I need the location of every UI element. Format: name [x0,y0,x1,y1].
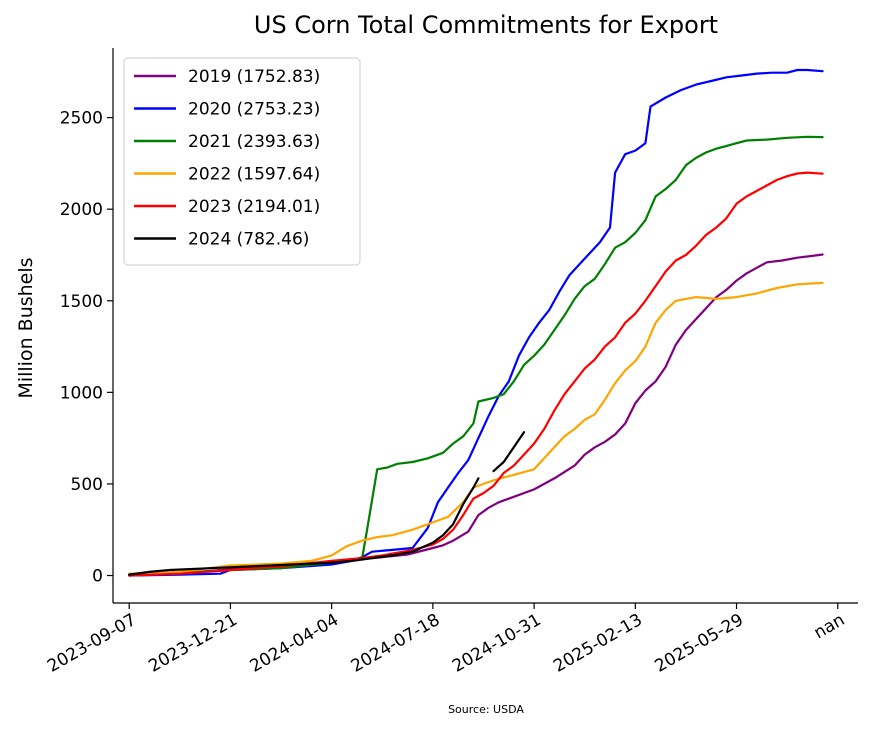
y-tick-label: 1500 [60,292,103,312]
series-line-2 [128,68,824,577]
x-tick-label: 2025-02-13 [550,610,646,677]
legend: 2019 (1752.83) 2020 (2753.23) 2021 (2393.6… [123,57,361,266]
legend-label-4: 2022 (1597.64) [188,165,320,185]
y-tick-label: 1000 [60,383,103,403]
y-tick-label: 0 [92,567,103,587]
x-tick-label: 2024-04-04 [247,610,343,677]
legend-label-2: 2020 (2753.23) [188,100,320,120]
source-note: Source: USDA [448,703,524,716]
legend-label-5: 2023 (2194.01) [188,197,320,217]
legend-label-6: 2024 (782.46) [188,230,309,250]
x-tick-label: 2023-12-21 [145,610,241,677]
y-axis-label: Million Bushels [15,257,37,398]
y-tick-label: 2000 [60,200,103,220]
legend-label-3: 2021 (2393.63) [188,132,320,152]
x-tick-label: nan [811,610,849,643]
x-tick-label: 2024-07-18 [348,610,444,677]
series-line-3 [128,135,824,577]
x-tick-label: 2023-09-07 [44,610,140,677]
y-tick-label: 2500 [60,109,103,129]
series-line-4 [128,281,824,575]
x-tick-label: 2024-10-31 [449,610,545,677]
series-line-1 [128,253,824,577]
series-line-6 [128,431,526,576]
series-layer [128,68,824,577]
y-tick-label: 500 [71,475,103,495]
chart-title: US Corn Total Commitments for Export [254,11,718,39]
legend-label-1: 2019 (1752.83) [188,67,320,87]
x-tick-label: 2025-05-29 [651,610,747,677]
legend-box [123,57,361,266]
